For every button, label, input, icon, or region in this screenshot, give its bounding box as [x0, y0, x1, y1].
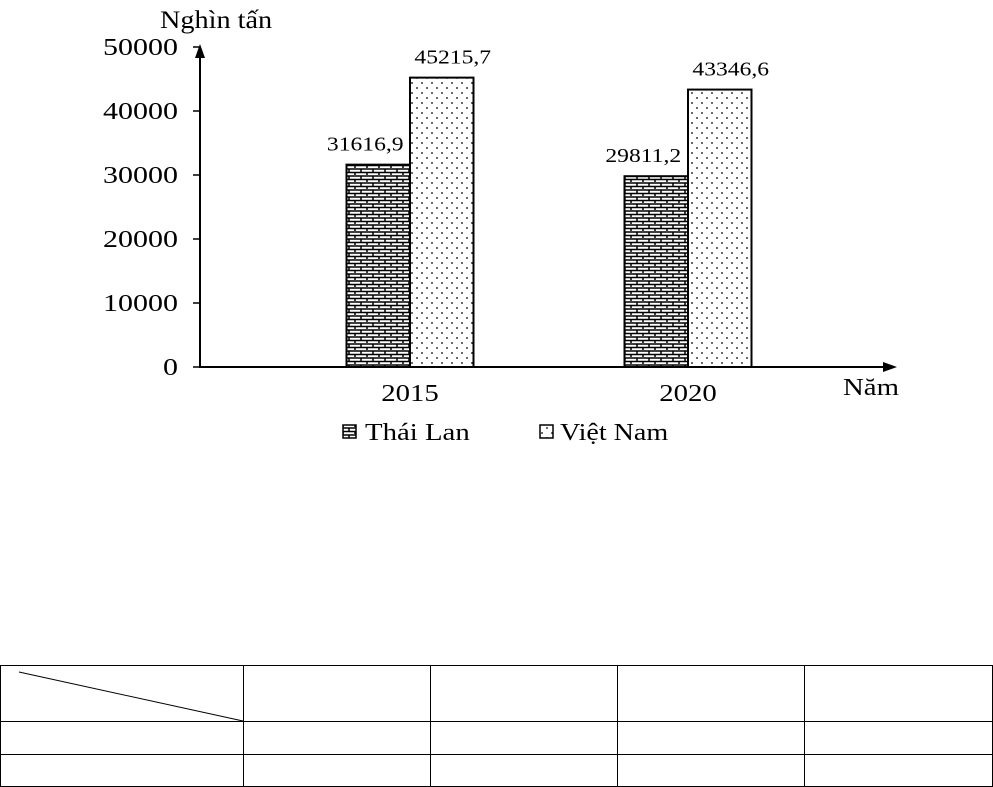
table-cell: [1, 722, 244, 755]
y-tick-label: 40000: [103, 98, 178, 125]
x-axis-title: Năm: [843, 373, 899, 400]
table-cell: [805, 755, 993, 787]
y-tick-label: 30000: [103, 162, 178, 189]
table-cell: [431, 755, 618, 787]
y-tick-label: 50000: [103, 34, 178, 61]
table-cell: [244, 722, 431, 755]
table-header-cell: [244, 666, 431, 722]
y-axis-title: Nghìn tấn: [160, 6, 272, 34]
x-axis-arrow: [883, 362, 897, 372]
legend-swatch-viet-nam: [539, 424, 554, 439]
x-tick-label: 2020: [659, 379, 717, 406]
y-axis-arrow: [195, 44, 205, 58]
bar-viet-nam-2020: [687, 88, 753, 368]
answer-table: [0, 665, 993, 787]
bar-viet-nam-2015: [409, 76, 475, 369]
bar-thai-lan-2015: [345, 163, 411, 368]
bar-value-label: 45215,7: [414, 46, 491, 68]
x-tick-label: 2015: [381, 379, 439, 406]
legend-label: Thái Lan: [365, 418, 470, 445]
bar-thai-lan-2020: [623, 175, 689, 368]
y-tick-label: 10000: [103, 290, 178, 317]
legend-label: Việt Nam: [560, 419, 668, 446]
bar-value-label: 29811,2: [605, 145, 681, 167]
table-header-cell: [431, 666, 618, 722]
table-cell: [431, 722, 618, 755]
table-header-cell: [618, 666, 805, 722]
table-cell: [618, 722, 805, 755]
legend-swatch-thai-lan: [342, 424, 357, 439]
y-tick-label: 0: [163, 354, 178, 381]
table-cell: [618, 755, 805, 787]
bar-value-label: 31616,9: [327, 133, 404, 155]
y-tick-label: 20000: [103, 226, 178, 253]
table-header-corner-cell: [1, 666, 244, 722]
table-cell: [805, 722, 993, 755]
table-cell: [244, 755, 431, 787]
header-diagonal-line: [18, 671, 244, 722]
table-cell: [1, 755, 244, 787]
table-header-cell: [805, 666, 993, 722]
bar-value-label: 43346,6: [692, 58, 769, 80]
